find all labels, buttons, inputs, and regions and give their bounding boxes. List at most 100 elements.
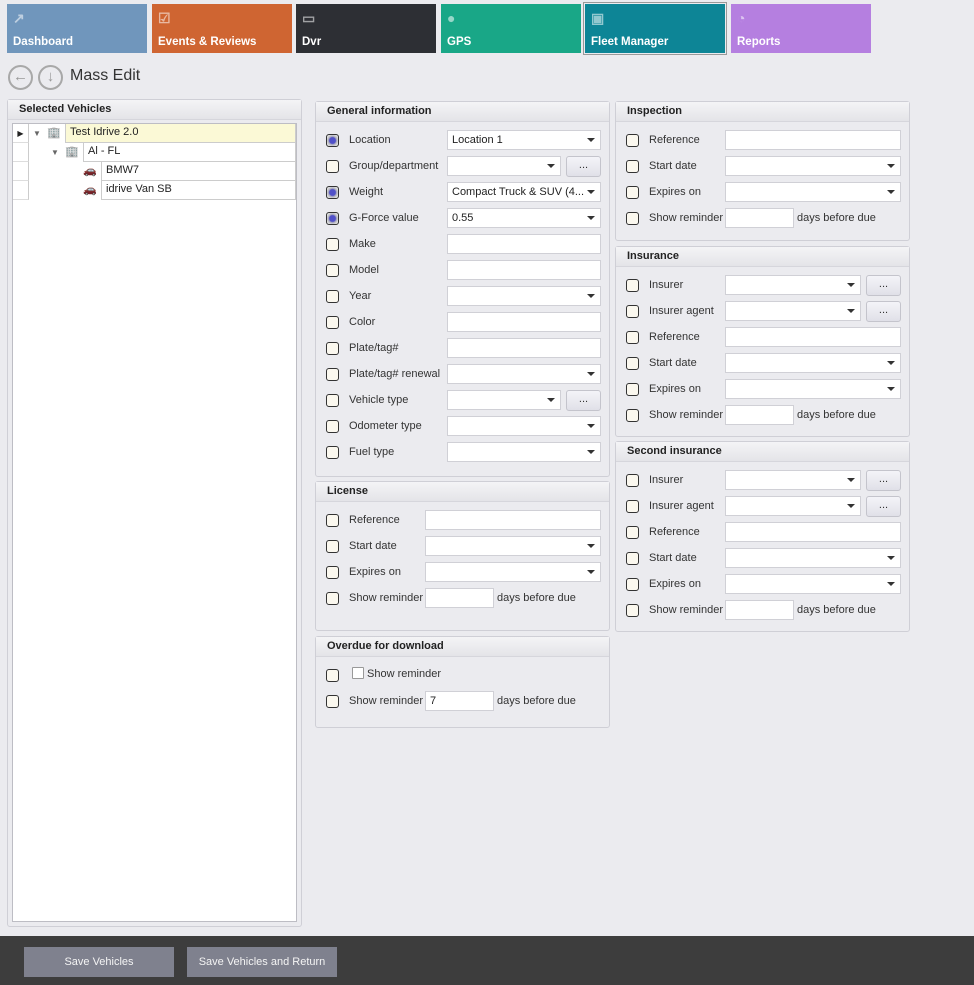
chevron-down-icon[interactable] <box>847 478 855 482</box>
chevron-down-icon[interactable] <box>887 164 895 168</box>
model-input[interactable] <box>447 260 601 280</box>
apply-vehicle-type-checkbox[interactable] <box>326 394 339 407</box>
apply-show-reminder-checkbox[interactable] <box>626 604 639 617</box>
expires-on-dropdown[interactable] <box>725 574 901 594</box>
apply-model-checkbox[interactable] <box>326 264 339 277</box>
start-date-dropdown[interactable] <box>725 156 901 176</box>
back-button[interactable]: ← <box>8 65 33 90</box>
odometer-type-dropdown[interactable] <box>447 416 601 436</box>
apply-plate-tag--checkbox[interactable] <box>326 342 339 355</box>
start-date-dropdown[interactable] <box>725 353 901 373</box>
reminder-days-input[interactable]: 7 <box>425 691 494 711</box>
fuel-type-dropdown[interactable] <box>447 442 601 462</box>
insurer-agent-browse-button[interactable]: ... <box>866 301 901 322</box>
chevron-down-icon[interactable] <box>847 309 855 313</box>
apply-show-reminder-checkbox[interactable] <box>626 409 639 422</box>
apply-odometer-type-checkbox[interactable] <box>326 420 339 433</box>
tab-dashboard[interactable]: ↗ Dashboard <box>7 4 147 53</box>
vehicle-tree[interactable]: ▶ ▼ 🏢 Test Idrive 2.0 ▼ 🏢 Al - FL 🚗 BMW7 🚗 idrive … <box>12 123 297 922</box>
tree-row[interactable]: 🚗 BMW7 <box>13 162 296 181</box>
start-date-dropdown[interactable] <box>725 548 901 568</box>
apply-show-reminder-checkbox[interactable] <box>326 695 339 708</box>
apply-reference-checkbox[interactable] <box>626 331 639 344</box>
show-reminder-checkbox[interactable] <box>352 667 364 679</box>
apply-plate-tag-renewal-checkbox[interactable] <box>326 368 339 381</box>
chevron-down-icon[interactable] <box>847 504 855 508</box>
expand-arrow-icon[interactable]: ▼ <box>33 129 41 138</box>
chevron-down-icon[interactable] <box>887 582 895 586</box>
chevron-down-icon[interactable] <box>887 190 895 194</box>
chevron-down-icon[interactable] <box>887 556 895 560</box>
insurer-browse-button[interactable]: ... <box>866 275 901 296</box>
apply-color-checkbox[interactable] <box>326 316 339 329</box>
apply-reference-checkbox[interactable] <box>626 526 639 539</box>
apply-expires-on-checkbox[interactable] <box>626 383 639 396</box>
weight-dropdown[interactable]: Compact Truck & SUV (4... <box>447 182 601 202</box>
chevron-down-icon[interactable] <box>587 216 595 220</box>
save-vehicles-and-return-button[interactable]: Save Vehicles and Return <box>187 947 337 977</box>
reference-input[interactable] <box>425 510 601 530</box>
expand-arrow-icon[interactable]: ▼ <box>51 148 59 157</box>
apply-start-date-checkbox[interactable] <box>326 540 339 553</box>
vehicle-type-browse-button[interactable]: ... <box>566 390 601 411</box>
year-dropdown[interactable] <box>447 286 601 306</box>
apply-start-date-checkbox[interactable] <box>626 552 639 565</box>
reference-input[interactable] <box>725 522 901 542</box>
reference-input[interactable] <box>725 327 901 347</box>
apply-insurer-agent-checkbox[interactable] <box>626 305 639 318</box>
chevron-down-icon[interactable] <box>587 424 595 428</box>
tab-fleet-manager[interactable]: ▣ Fleet Manager <box>583 2 727 55</box>
start-date-dropdown[interactable] <box>425 536 601 556</box>
expires-on-dropdown[interactable] <box>725 182 901 202</box>
chevron-down-icon[interactable] <box>887 387 895 391</box>
apply-expires-on-checkbox[interactable] <box>626 578 639 591</box>
chevron-down-icon[interactable] <box>587 544 595 548</box>
reminder-days-input[interactable] <box>725 600 794 620</box>
apply-start-date-checkbox[interactable] <box>626 160 639 173</box>
tree-row[interactable]: ▶ ▼ 🏢 Test Idrive 2.0 <box>13 124 296 143</box>
plate-tag--input[interactable] <box>447 338 601 358</box>
apply-make-checkbox[interactable] <box>326 238 339 251</box>
location-dropdown[interactable]: Location 1 <box>447 130 601 150</box>
reminder-days-input[interactable] <box>725 208 794 228</box>
apply-year-checkbox[interactable] <box>326 290 339 303</box>
apply-fuel-type-checkbox[interactable] <box>326 446 339 459</box>
apply-weight-checkbox[interactable] <box>326 186 339 199</box>
chevron-down-icon[interactable] <box>587 372 595 376</box>
chevron-down-icon[interactable] <box>587 570 595 574</box>
apply-reference-checkbox[interactable] <box>326 514 339 527</box>
apply-insurer-agent-checkbox[interactable] <box>626 500 639 513</box>
tab-events-reviews[interactable]: ☑ Events & Reviews <box>152 4 292 53</box>
apply-start-date-checkbox[interactable] <box>626 357 639 370</box>
g-force-value-dropdown[interactable]: 0.55 <box>447 208 601 228</box>
insurer-agent-dropdown[interactable] <box>725 496 861 516</box>
tree-row[interactable]: ▼ 🏢 Al - FL <box>13 143 296 162</box>
tree-row[interactable]: 🚗 idrive Van SB <box>13 181 296 200</box>
insurer-agent-dropdown[interactable] <box>725 301 861 321</box>
apply-g-force-value-checkbox[interactable] <box>326 212 339 225</box>
expires-on-dropdown[interactable] <box>425 562 601 582</box>
insurer-dropdown[interactable] <box>725 470 861 490</box>
insurer-dropdown[interactable] <box>725 275 861 295</box>
chevron-down-icon[interactable] <box>887 361 895 365</box>
apply-show-reminder-checkbox[interactable] <box>326 592 339 605</box>
chevron-down-icon[interactable] <box>847 283 855 287</box>
chevron-down-icon[interactable] <box>547 398 555 402</box>
color-input[interactable] <box>447 312 601 332</box>
apply-show-reminder-checkbox[interactable] <box>626 212 639 225</box>
apply-location-checkbox[interactable] <box>326 134 339 147</box>
group-department-browse-button[interactable]: ... <box>566 156 601 177</box>
tab-dvr[interactable]: ▭ Dvr <box>296 4 436 53</box>
reminder-days-input[interactable] <box>725 405 794 425</box>
vehicle-type-dropdown[interactable] <box>447 390 561 410</box>
chevron-down-icon[interactable] <box>587 190 595 194</box>
apply-reference-checkbox[interactable] <box>626 134 639 147</box>
apply-expires-on-checkbox[interactable] <box>326 566 339 579</box>
make-input[interactable] <box>447 234 601 254</box>
apply-expires-on-checkbox[interactable] <box>626 186 639 199</box>
plate-tag-renewal-dropdown[interactable] <box>447 364 601 384</box>
apply-insurer-checkbox[interactable] <box>626 279 639 292</box>
reminder-days-input[interactable] <box>425 588 494 608</box>
expires-on-dropdown[interactable] <box>725 379 901 399</box>
chevron-down-icon[interactable] <box>587 294 595 298</box>
